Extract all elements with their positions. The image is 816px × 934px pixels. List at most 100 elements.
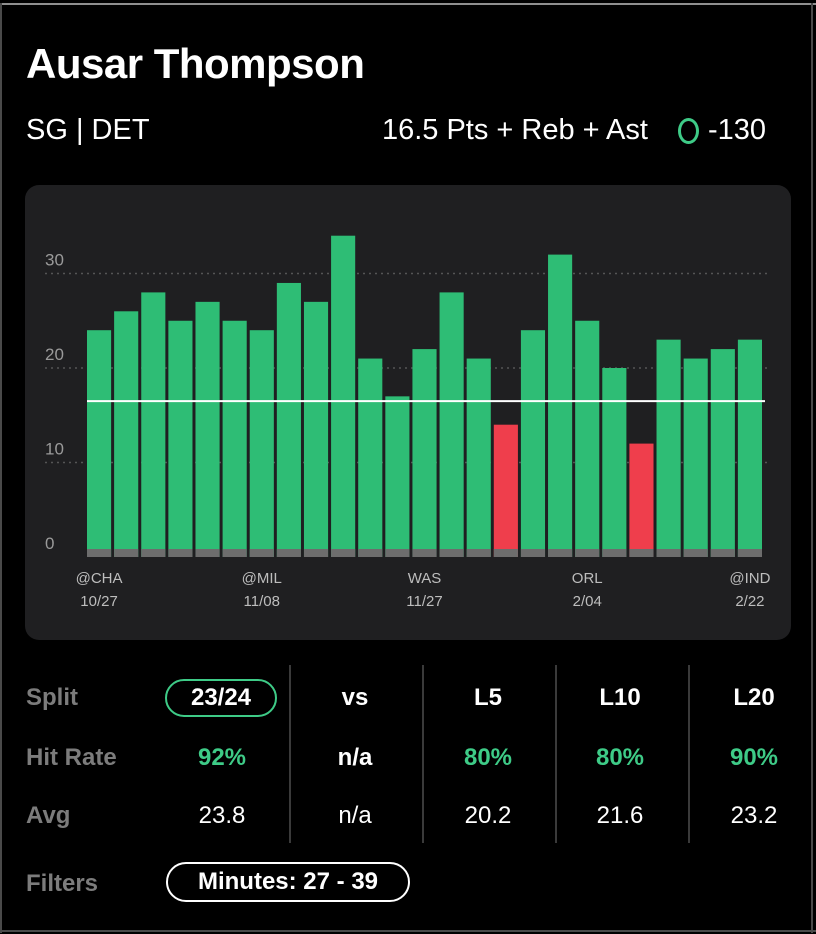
- hit-rate-l20: 90%: [729, 744, 779, 771]
- frame-left-border: [0, 3, 2, 933]
- bar-base: [249, 549, 274, 557]
- bar-base: [87, 549, 112, 557]
- bar-base: [303, 549, 329, 557]
- bar-hit: [358, 358, 383, 557]
- bar-base: [683, 549, 708, 557]
- y-tick-label: 20: [45, 345, 64, 364]
- bar-hit: [222, 320, 247, 557]
- y-tick-label: 30: [45, 251, 64, 270]
- hit-rate-split: 92%: [197, 744, 247, 771]
- bar-base: [331, 549, 356, 557]
- bar-base: [222, 549, 247, 557]
- split-label: Split: [26, 684, 78, 711]
- hit-rate-vs: n/a: [337, 744, 373, 771]
- bar-hit: [683, 358, 708, 557]
- bar-hit: [548, 254, 573, 557]
- bar-base: [141, 549, 166, 557]
- col-head-vs: vs: [341, 684, 369, 711]
- avg-l5: 20.2: [464, 802, 512, 829]
- column-divider: [555, 665, 557, 843]
- split-pill[interactable]: 23/24: [165, 679, 277, 717]
- bar-hit: [602, 368, 627, 557]
- chart-card: 0 10 20 30 @CHA 10/27 @MIL 11/08 WAS 11/27 ORL 2/04…: [25, 185, 791, 640]
- x-tick-date: 2/04: [573, 593, 602, 610]
- bar-base: [602, 549, 627, 557]
- bar-hit: [114, 311, 139, 557]
- bar-base: [737, 549, 762, 557]
- bar-base: [466, 549, 491, 557]
- avg-vs: n/a: [338, 802, 372, 829]
- col-head-l10: L10: [599, 684, 641, 711]
- bar-base: [493, 549, 518, 557]
- bar-base: [276, 549, 301, 557]
- bar-hit: [141, 292, 166, 557]
- bar-hit: [575, 320, 600, 557]
- bar-base: [548, 549, 573, 557]
- bar-hit: [249, 330, 274, 557]
- prop-line: 16.5 Pts + Reb + Ast -130: [382, 114, 766, 147]
- avg-split: 23.8: [198, 802, 246, 829]
- x-tick-opponent: @MIL: [242, 570, 282, 587]
- bar-base: [358, 549, 383, 557]
- bar-hit: [412, 349, 437, 557]
- x-tick-date: 10/27: [80, 593, 118, 610]
- bar-hit: [331, 235, 356, 557]
- filters-label: Filters: [26, 870, 99, 897]
- x-tick-opponent: @IND: [729, 570, 770, 587]
- prop-text: 16.5 Pts + Reb + Ast: [381, 114, 648, 146]
- bar-hit: [87, 330, 112, 557]
- bar-hit: [276, 282, 301, 557]
- bar-hit: [737, 339, 762, 557]
- bar-hit: [520, 330, 546, 557]
- avg-label: Avg: [26, 802, 71, 829]
- hit-rate-l10: 80%: [595, 744, 645, 771]
- bar-hit: [466, 358, 491, 557]
- y-tick-label: 0: [45, 534, 54, 553]
- bar-base: [195, 549, 220, 557]
- position-team: SG | DET: [26, 114, 150, 146]
- bar-base: [520, 549, 546, 557]
- bar-hit: [168, 320, 193, 557]
- game-log-chart: 0 10 20 30 @CHA 10/27 @MIL 11/08 WAS 11/27 ORL 2/04…: [45, 235, 771, 610]
- bar-base: [439, 549, 464, 557]
- col-head-l5: L5: [473, 684, 502, 711]
- bar-base: [575, 549, 600, 557]
- bar-base: [412, 549, 437, 557]
- x-tick-opponent: @CHA: [76, 570, 123, 587]
- stats-table: Split 23/24 vs L5 L10 L20 Hit Rate 92% n…: [0, 660, 816, 850]
- bar-base: [656, 549, 681, 557]
- bar-hit: [195, 301, 220, 557]
- bar-base: [168, 549, 193, 557]
- y-tick-label: 10: [45, 440, 64, 459]
- x-tick-date: 11/08: [244, 593, 280, 610]
- player-name: Ausar Thompson: [26, 40, 365, 87]
- x-tick-opponent: ORL: [572, 570, 603, 587]
- bar-miss: [629, 443, 654, 557]
- bar-miss: [493, 424, 518, 557]
- avg-l20: 23.2: [730, 802, 778, 829]
- frame-right-border: [811, 3, 813, 933]
- hit-rate-label: Hit Rate: [26, 744, 117, 771]
- x-tick-date: 2/22: [735, 593, 764, 610]
- bar-hit: [656, 339, 681, 557]
- bar-hit: [303, 301, 329, 557]
- column-divider: [422, 665, 424, 843]
- bar-hit: [439, 292, 464, 557]
- col-head-l20: L20: [733, 684, 775, 711]
- over-icon: [677, 117, 699, 144]
- frame-bottom-border: [0, 930, 816, 932]
- bar-base: [710, 549, 735, 557]
- bar-hit: [710, 349, 735, 557]
- column-divider: [289, 665, 291, 843]
- bar-base: [114, 549, 139, 557]
- bar-base: [385, 549, 410, 557]
- frame-top-border: [0, 3, 816, 5]
- bar-base: [629, 549, 654, 557]
- x-tick-date: 11/27: [406, 593, 442, 610]
- odds-value: -130: [707, 114, 766, 146]
- bar-hit: [385, 396, 410, 557]
- avg-l10: 21.6: [596, 802, 644, 829]
- x-tick-opponent: WAS: [408, 570, 442, 587]
- minutes-filter-pill[interactable]: Minutes: 27 - 39: [166, 862, 410, 902]
- hit-rate-l5: 80%: [463, 744, 513, 771]
